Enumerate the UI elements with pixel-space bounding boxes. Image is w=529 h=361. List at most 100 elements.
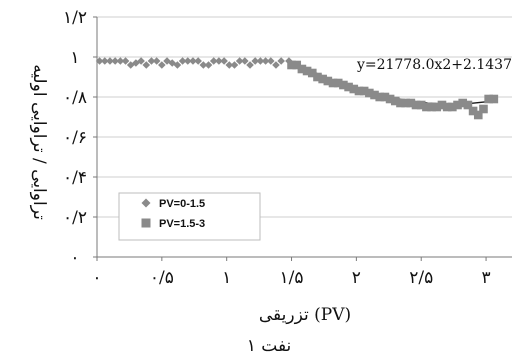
data-point-square: [292, 60, 302, 70]
data-point-diamond: [261, 57, 270, 65]
x-tick-label: ۰/۵: [150, 268, 174, 288]
data-point-diamond: [266, 57, 275, 65]
data-point-square: [333, 78, 343, 88]
data-point-diamond: [230, 61, 239, 69]
data-point-diamond: [256, 57, 265, 65]
data-point-square: [468, 106, 478, 116]
data-point-diamond: [95, 57, 104, 65]
tick-labels: ۰ ۰/۲ ۰/۴ ۰/۶ ۰/۸ ۱ ۱/۲ ۰ ۰/۵ ۱ ۱/۵ ۲ ۲/۵ ۳: [63, 8, 491, 288]
data-point-square: [463, 100, 473, 110]
data-point-square: [453, 100, 462, 110]
data-point-square: [318, 74, 327, 84]
legend: PV=0-1.5 PV=1.5-3: [118, 192, 261, 241]
legend-box: [118, 192, 261, 241]
data-point-square: [365, 88, 374, 98]
data-point-square: [401, 98, 410, 108]
data-point-diamond: [241, 57, 249, 65]
data-point-square: [344, 82, 353, 92]
trendline-equation: y=21778.0x2+2.1437: [356, 57, 512, 73]
data-point-square: [437, 100, 447, 110]
data-point-diamond: [220, 57, 228, 65]
y-tick-label: ۰/۸: [63, 88, 87, 108]
data-point-square: [458, 98, 468, 108]
data-point-square: [406, 98, 416, 108]
data-point-square: [390, 96, 400, 106]
legend-label-series-2: PV=1.5-3: [159, 218, 205, 230]
y-tick-label: ۰/۲: [63, 208, 87, 228]
legend-label-series-1: PV=0-1.5: [159, 198, 205, 210]
data-point-square: [359, 86, 369, 96]
legend-diamond-marker: [141, 198, 151, 208]
data-point-diamond: [111, 57, 119, 65]
x-tick-label: ۲: [352, 268, 361, 288]
data-point-square: [427, 102, 436, 112]
data-point-square: [489, 94, 499, 104]
data-point-diamond: [137, 57, 145, 65]
data-point-diamond: [215, 57, 223, 65]
x-tick-label: ۰: [92, 268, 101, 288]
legend-square-marker: [141, 218, 151, 228]
x-axis-label: (PV) تزریقی: [259, 305, 351, 325]
data-point-square: [375, 92, 385, 102]
data-point-diamond: [121, 57, 130, 65]
data-point-square: [448, 102, 457, 112]
data-point-diamond: [189, 57, 197, 65]
x-tick-label: ۱/۵: [280, 268, 304, 288]
x-tick-label: ۲/۵: [409, 268, 433, 288]
data-point-diamond: [183, 57, 192, 65]
data-point-square: [380, 92, 390, 102]
data-point-diamond: [147, 57, 156, 65]
data-point-diamond: [204, 61, 213, 69]
data-point-square: [297, 64, 307, 74]
chart-caption: نفت ۱: [247, 336, 292, 356]
data-marks: [95, 57, 499, 120]
data-point-square: [432, 102, 442, 112]
data-point-square: [411, 100, 421, 110]
data-point-diamond: [225, 61, 234, 69]
data-point-square: [307, 68, 317, 78]
data-point-diamond: [100, 57, 109, 65]
data-point-diamond: [251, 57, 260, 65]
data-point-square: [287, 60, 296, 70]
data-point-diamond: [277, 57, 285, 65]
data-point-square: [442, 102, 452, 112]
data-point-diamond: [158, 61, 166, 69]
data-point-square: [313, 72, 322, 82]
data-point-square: [473, 110, 483, 120]
x-tick-label: ۳: [481, 268, 490, 288]
data-point-diamond: [173, 61, 182, 69]
y-tick-label: ۰/۶: [63, 128, 87, 148]
data-point-square: [479, 104, 488, 114]
data-point-square: [370, 90, 379, 100]
data-point-square: [422, 102, 431, 112]
data-point-square: [302, 66, 312, 76]
data-point-square: [339, 80, 348, 90]
data-point-square: [396, 98, 405, 108]
data-point-diamond: [116, 57, 125, 65]
data-point-square: [349, 84, 359, 94]
data-point-square: [354, 86, 364, 96]
gridlines: [97, 16, 512, 218]
data-point-diamond: [194, 57, 202, 65]
y-tick-label: ۱: [70, 48, 79, 68]
data-point-diamond: [246, 61, 254, 69]
y-axis-label: تراوایی / تراوایی اولیه: [29, 64, 49, 220]
data-point-square: [328, 78, 338, 88]
data-point-diamond: [199, 61, 208, 69]
data-point-square: [416, 100, 426, 110]
data-point-diamond: [209, 57, 218, 65]
data-point-diamond: [106, 57, 114, 65]
x-tick-label: ۱: [222, 268, 231, 288]
data-point-square: [484, 94, 493, 104]
y-tick-label: ۱/۲: [63, 8, 87, 28]
y-tick-label: ۰/۴: [63, 168, 87, 188]
data-point-square: [385, 94, 395, 104]
data-point-diamond: [272, 61, 280, 69]
data-point-diamond: [235, 57, 244, 65]
data-point-diamond: [152, 57, 161, 65]
data-point-square: [323, 76, 333, 86]
axes: [93, 16, 512, 261]
data-point-diamond: [142, 61, 151, 69]
data-point-diamond: [178, 57, 187, 65]
